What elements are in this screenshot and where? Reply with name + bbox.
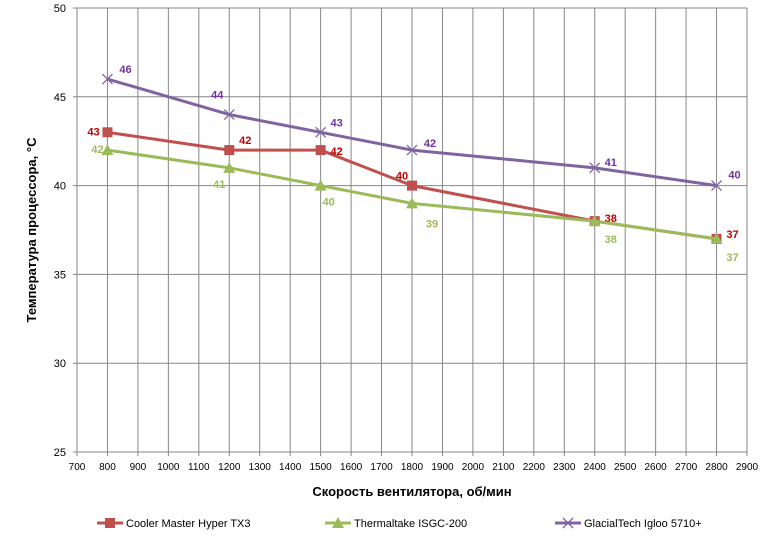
- data-label: 37: [726, 252, 738, 264]
- data-point-x-marker: [589, 162, 601, 174]
- x-tick-label: 1600: [340, 462, 363, 473]
- data-label: 37: [726, 229, 738, 241]
- x-tick-label: 2000: [462, 462, 485, 473]
- x-tick-label: 2600: [645, 462, 668, 473]
- data-label: 44: [211, 90, 224, 102]
- data-point-triangle-marker: [406, 197, 418, 209]
- data-label: 42: [424, 138, 436, 150]
- x-tick-label: 1800: [401, 462, 424, 473]
- legend-marker-icon: [562, 517, 574, 529]
- x-tick-label: 2500: [614, 462, 637, 473]
- data-label: 43: [87, 126, 99, 138]
- data-point-triangle-marker: [101, 144, 114, 156]
- y-tick-label: 25: [54, 447, 66, 459]
- data-point-x-marker: [315, 126, 327, 138]
- x-tick-label: 1400: [279, 462, 302, 473]
- data-point-x-marker: [101, 73, 113, 85]
- x-tick-label: 2200: [523, 462, 546, 473]
- legend-label: GlacialTech Igloo 5710+: [584, 518, 702, 530]
- data-label: 39: [426, 218, 438, 230]
- data-label: 40: [323, 197, 335, 209]
- series-line: [107, 77, 717, 188]
- x-axis-title: Скорость вентилятора, об/мин: [312, 484, 511, 499]
- y-tick-label: 40: [54, 181, 66, 193]
- data-point-square-marker: [224, 145, 235, 156]
- x-tick-label: 2900: [736, 462, 759, 473]
- data-point-triangle-marker: [223, 161, 236, 173]
- x-tick-label: 1700: [370, 462, 393, 473]
- data-label: 42: [239, 135, 251, 147]
- legend-marker-icon: [332, 517, 344, 528]
- data-point-x-marker: [223, 109, 235, 121]
- data-point-triangle-marker: [314, 179, 327, 191]
- x-tick-label: 2700: [675, 462, 698, 473]
- data-label: 41: [605, 157, 617, 169]
- x-tick-label: 2400: [584, 462, 607, 473]
- y-tick-label: 30: [54, 358, 66, 370]
- x-tick-label: 2300: [553, 462, 576, 473]
- data-point-triangle-marker: [588, 215, 601, 227]
- series-line: [107, 148, 717, 241]
- data-label: 41: [213, 179, 225, 191]
- data-point-square-marker: [102, 127, 113, 138]
- legend-label: Cooler Master Hyper TX3: [126, 518, 251, 530]
- data-point-x-marker: [406, 144, 418, 156]
- y-tick-label: 50: [54, 3, 66, 15]
- x-tick-label: 1300: [249, 462, 272, 473]
- legend-marker-icon: [105, 518, 115, 528]
- y-tick-label: 35: [54, 269, 66, 281]
- y-tick-label: 45: [54, 92, 66, 104]
- data-label: 38: [605, 234, 617, 246]
- data-label: 40: [396, 171, 408, 183]
- x-tick-label: 1200: [218, 462, 241, 473]
- x-tick-label: 1100: [188, 462, 210, 473]
- x-tick-label: 1500: [310, 462, 333, 473]
- x-tick-label: 1000: [157, 462, 180, 473]
- x-tick-label: 1900: [431, 462, 454, 473]
- data-point-square-marker: [315, 145, 326, 156]
- data-point-triangle-marker: [710, 232, 723, 244]
- data-point-x-marker: [711, 180, 723, 192]
- x-tick-label: 900: [130, 462, 147, 473]
- data-label: 42: [91, 144, 103, 156]
- x-tick-label: 2800: [705, 462, 728, 473]
- y-axis-title: Температура процессора, °C: [24, 137, 39, 323]
- data-label: 43: [331, 117, 343, 129]
- data-label: 40: [728, 170, 740, 182]
- x-tick-label: 800: [99, 462, 116, 473]
- x-tick-label: 2100: [492, 462, 515, 473]
- data-point-square-marker: [407, 180, 417, 191]
- x-tick-label: 700: [69, 462, 86, 473]
- data-label: 46: [119, 64, 131, 76]
- data-label: 42: [331, 146, 343, 158]
- legend-label: Thermaltake ISGC-200: [354, 518, 467, 530]
